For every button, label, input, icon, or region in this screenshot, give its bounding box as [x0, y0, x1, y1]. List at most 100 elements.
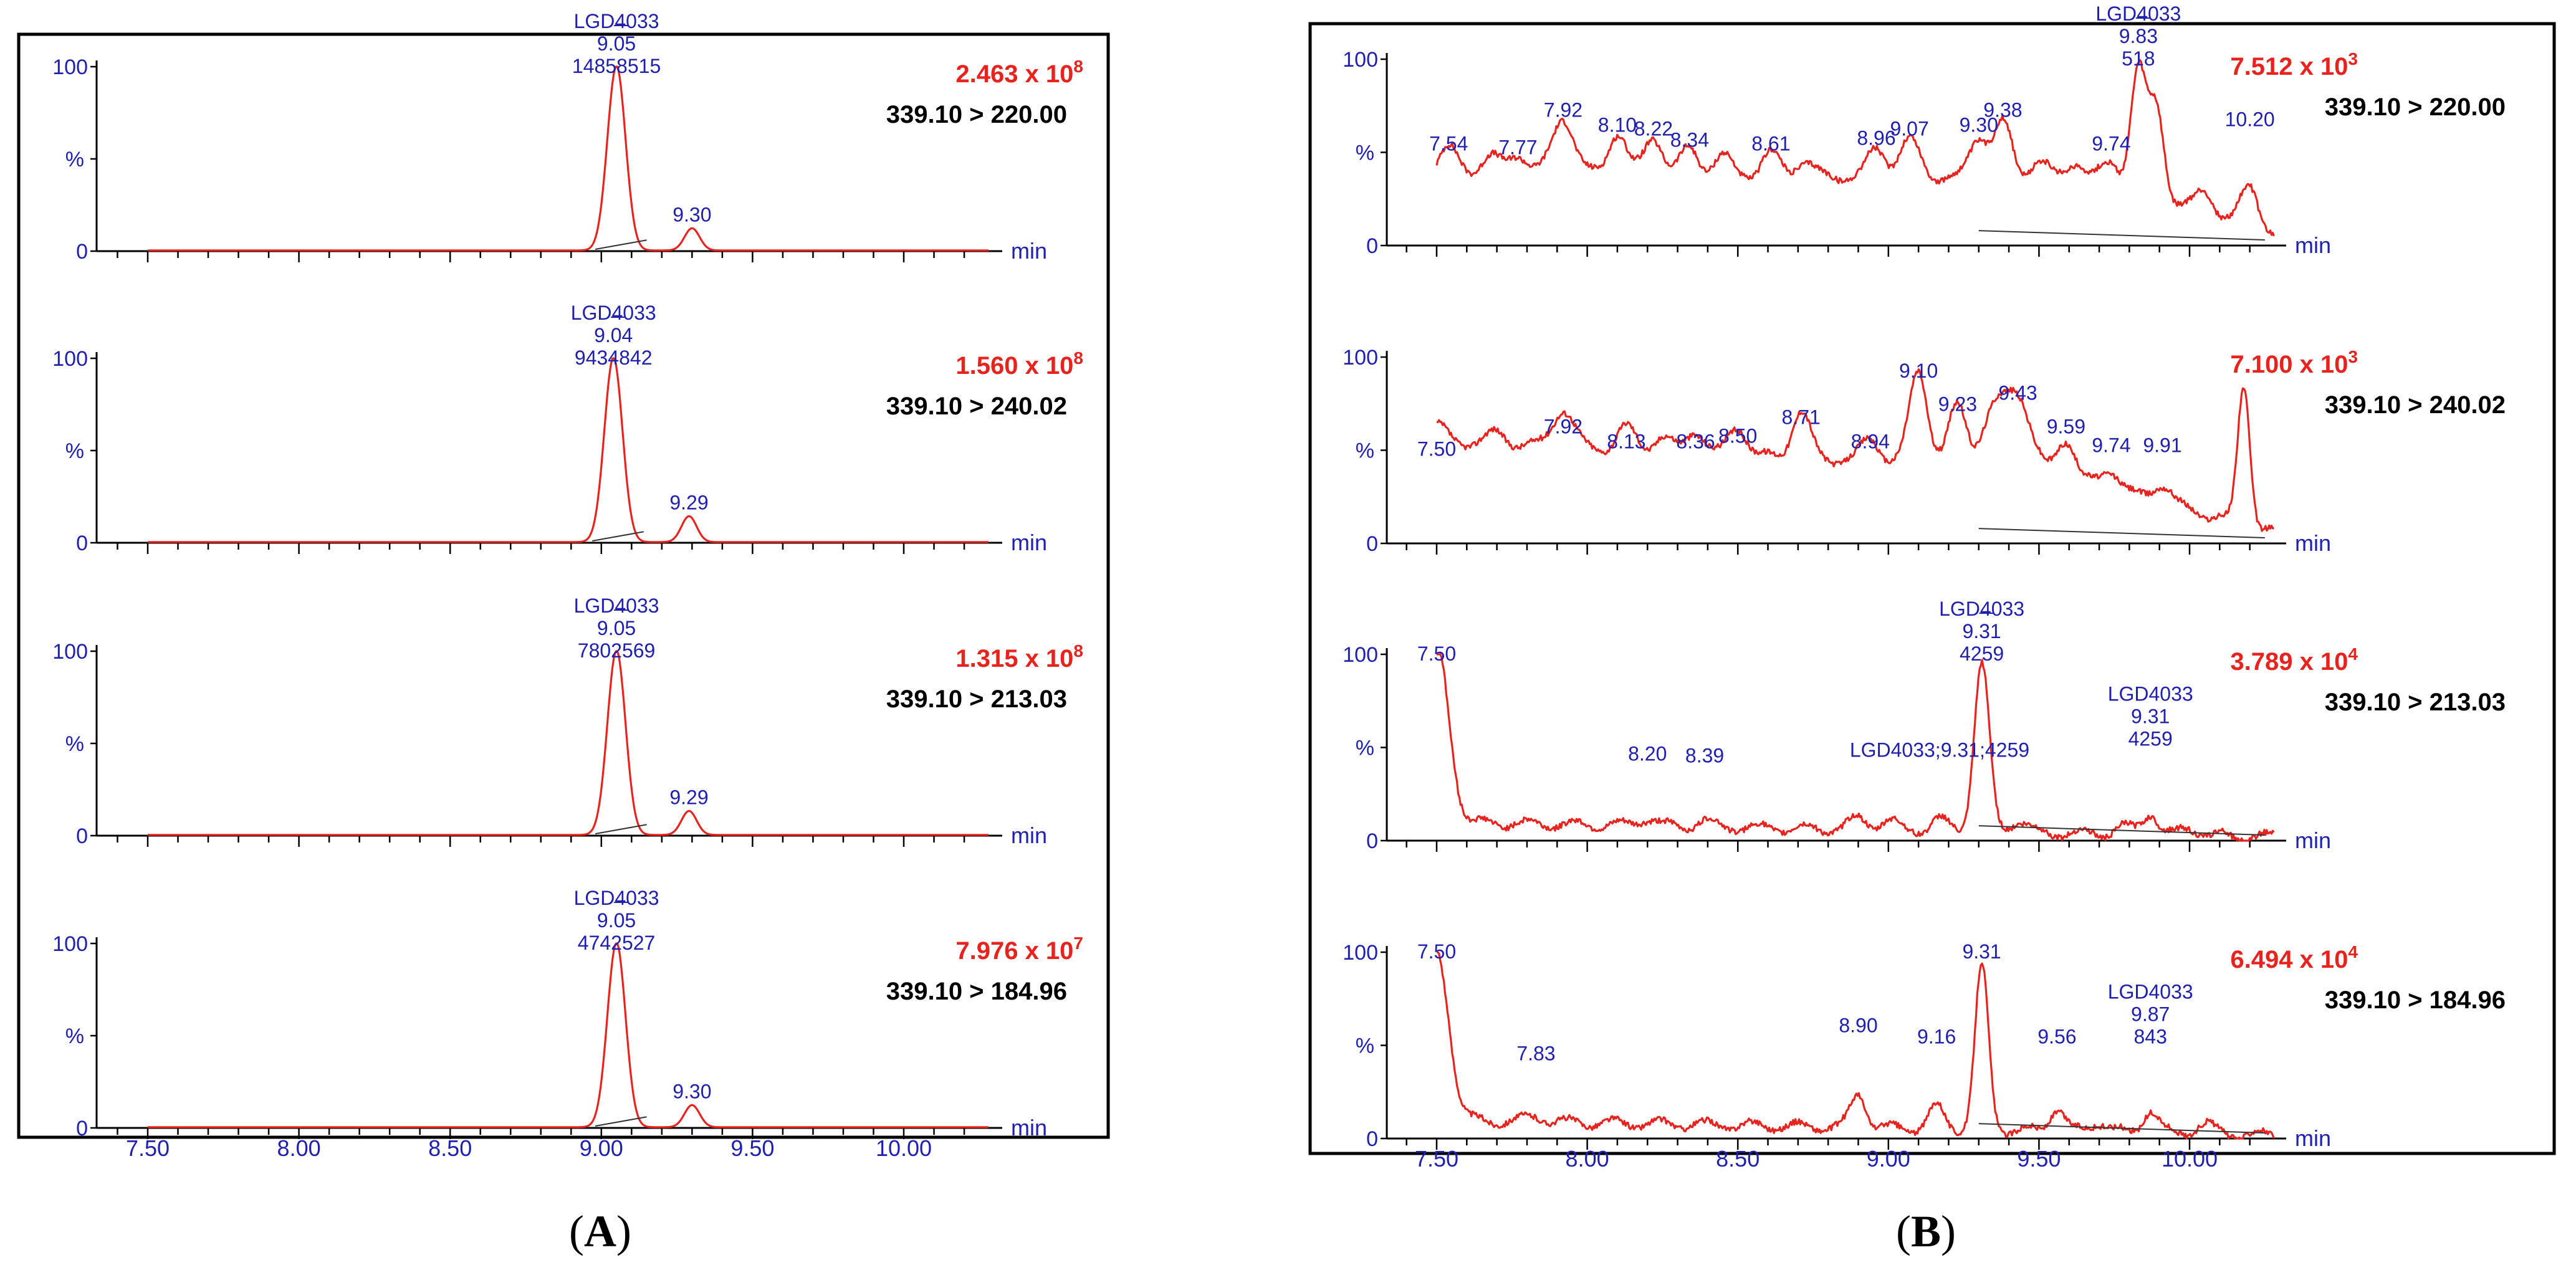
max-intensity: 3.789 x 104: [2230, 644, 2358, 676]
chromatogram-trace: [148, 942, 989, 1129]
peak-label-line: 7802569: [578, 639, 656, 662]
x-tick-label: 10.00: [876, 1135, 932, 1161]
peak-label-line: 8.96: [1857, 127, 1895, 150]
peak-label: 8.10: [1598, 114, 1637, 136]
y-tick-label-100: 100: [1343, 48, 1378, 72]
peak-label-line: 9.91: [2143, 434, 2181, 456]
chromatogram-trace: [1435, 59, 2275, 237]
peak-label-line: LGD4033: [571, 302, 656, 324]
y-tick-label-100: 100: [52, 640, 88, 664]
y-axis-unit: %: [1356, 141, 1374, 165]
chromatogram-trace: [148, 357, 989, 543]
peak-label-line: 8.90: [1839, 1015, 1877, 1037]
peak-label: 9.59: [2047, 416, 2085, 438]
peak-label-line: LGD4033: [574, 594, 659, 617]
peak-label: 8.94: [1851, 430, 1890, 452]
peak-label: 7.50: [1417, 642, 1456, 665]
peak-label-line: 14858515: [572, 55, 661, 77]
peak-label-line: 8.22: [1634, 118, 1673, 140]
peak-label: 9.10: [1899, 360, 1938, 382]
peak-label: 8.22: [1634, 118, 1673, 140]
peak-label-line: 9.43: [1998, 382, 2037, 404]
peak-label: 9.30: [673, 203, 711, 226]
peak-label: 9.30: [1960, 114, 1998, 136]
integration-baseline: [595, 1116, 647, 1127]
y-axis-unit: %: [65, 439, 84, 463]
peak-label: 8.39: [1685, 744, 1724, 766]
peak-label-line: 8.50: [1718, 425, 1757, 447]
y-tick-label-100: 100: [1343, 346, 1378, 370]
y-tick-label-0: 0: [1366, 532, 1378, 556]
x-tick-label: 7.50: [1415, 1146, 1458, 1172]
peak-label-line: LGD4033: [574, 10, 659, 32]
peak-label-line: 9.87: [2131, 1003, 2170, 1025]
x-tick-label: 9.00: [580, 1135, 623, 1161]
x-tick-label: 10.00: [2162, 1146, 2218, 1172]
y-tick-label-100: 100: [52, 347, 88, 371]
peak-label: 7.77: [1498, 136, 1537, 158]
peak-label-line: 8.94: [1851, 430, 1890, 452]
integration-baseline: [1978, 1123, 2265, 1134]
chromatogram-trace: [1436, 368, 2275, 532]
x-tick-label: 9.50: [730, 1135, 774, 1161]
x-axis-unit: min: [2295, 828, 2331, 853]
x-tick-label: 7.50: [126, 1135, 170, 1161]
peak-label: 7.92: [1544, 416, 1582, 438]
x-axis-unit: min: [2295, 232, 2331, 258]
peak-label: 8.13: [1607, 430, 1645, 452]
peak-label: 10.20: [2225, 108, 2275, 131]
peak-label-line: 843: [2133, 1025, 2167, 1048]
chromatogram-trace: [148, 650, 989, 836]
panel-letter: (B): [1896, 1206, 1956, 1256]
peak-label: 8.34: [1670, 128, 1709, 151]
peak-label-line: 9.31: [1962, 620, 2001, 642]
peak-label-line: 7.54: [1429, 132, 1468, 155]
x-axis-unit: min: [1011, 1115, 1047, 1140]
peak-label-line: LGD4033: [574, 887, 659, 909]
y-axis-unit: %: [65, 148, 84, 171]
peak-label: 8.96: [1857, 127, 1895, 150]
integration-baseline: [595, 239, 647, 251]
peak-label-line: 9.05: [597, 909, 636, 932]
peak-label-line: 7.50: [1417, 437, 1456, 460]
peak-label: 9.30: [673, 1080, 711, 1102]
x-axis-unit: min: [1011, 823, 1047, 848]
max-intensity: 6.494 x 104: [2230, 942, 2358, 973]
chromatogram-2: 100% 0 min 7.50 7.92 8.13 8.36 8.50 8.71 8.94 9.10…: [1343, 346, 2506, 556]
x-tick-label: 8.50: [428, 1135, 472, 1161]
y-axis-unit: %: [1356, 439, 1374, 463]
peak-label-line: LGD4033;9.31;4259: [1850, 738, 2029, 761]
peak-label-line: 9.31: [2131, 705, 2170, 727]
peak-label: 9.91: [2143, 434, 2181, 456]
y-axis-unit: %: [1356, 1034, 1374, 1058]
peak-label: 8.50: [1718, 425, 1757, 447]
max-intensity: 7.100 x 103: [2230, 347, 2358, 378]
peak-label-line: 7.83: [1516, 1042, 1555, 1064]
peak-label-line: 9.83: [2119, 25, 2158, 47]
mrm-transition: 339.10 > 240.02: [886, 393, 1067, 420]
peak-label-line: 8.71: [1782, 406, 1821, 429]
peak-label-line: 9.16: [1917, 1025, 1956, 1048]
x-tick-label: 8.50: [1716, 1146, 1760, 1172]
peak-label: 9.74: [2092, 434, 2130, 456]
peak-label-line: 7.92: [1544, 416, 1582, 438]
peak-label-line: 10.20: [2225, 108, 2275, 131]
peak-label-line: 8.61: [1751, 132, 1790, 155]
mrm-transition: 339.10 > 240.02: [2325, 391, 2506, 419]
x-axis-unit: min: [1011, 530, 1047, 555]
peak-label-line: 8.39: [1685, 744, 1724, 766]
peak-label-line: 8.10: [1598, 114, 1637, 136]
integration-baseline: [1978, 528, 2265, 539]
chromatogram-3: 100% 0 min 7.50 8.20 8.39 LGD4033;9.31;4259 LGD…: [1343, 598, 2506, 853]
peak-label-line: 9.31: [1962, 940, 2001, 963]
peak-label-line: 9.29: [669, 786, 708, 809]
y-axis-unit: %: [1356, 737, 1374, 760]
chromatogram-4: 100% 0 min 7.50 7.83 8.90 9.16 9.31 9.56 LGD40339…: [1343, 940, 2506, 1151]
